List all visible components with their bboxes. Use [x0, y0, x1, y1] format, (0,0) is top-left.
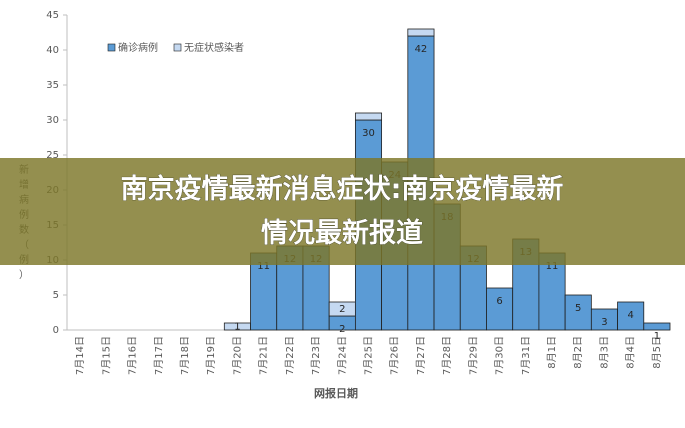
data-label: 11: [257, 261, 270, 272]
bar: [643, 322, 671, 331]
bar: [564, 294, 592, 331]
data-label: 1: [654, 331, 660, 342]
data-label: 1: [234, 322, 240, 333]
data-label: 3: [601, 317, 607, 328]
x-tick-label: 7月21日: [258, 336, 270, 375]
x-tick-label: 7月15日: [100, 336, 112, 375]
x-tick-label: 7月24日: [336, 336, 348, 375]
banner-title: 南京疫情最新消息症状:南京疫情最新情况最新报道: [121, 173, 564, 249]
bar: [407, 28, 435, 37]
data-label: 2: [339, 324, 345, 335]
x-tick-label: 7月30日: [494, 336, 506, 375]
legend-swatch: [107, 43, 116, 52]
data-label: 2: [339, 304, 345, 315]
x-axis-title: 网报日期: [314, 386, 358, 400]
x-tick-label: 7月17日: [153, 336, 165, 375]
data-label: 5: [575, 303, 581, 314]
data-label: 11: [546, 261, 559, 272]
x-tick-label: 8月4日: [625, 336, 637, 369]
data-label: 4: [627, 310, 633, 321]
x-tick-label: 7月31日: [520, 336, 532, 375]
x-tick-label: 7月23日: [310, 336, 322, 375]
bar: [486, 287, 514, 331]
data-label: 42: [415, 44, 428, 55]
bar: [354, 112, 383, 121]
y-tick-label: 30: [46, 115, 59, 126]
y-tick-label: 45: [46, 10, 59, 21]
x-tick-label: 7月29日: [467, 336, 479, 375]
y-tick-label: 0: [53, 325, 59, 336]
legend-label: 无症状感染者: [184, 41, 244, 54]
x-tick-label: 7月22日: [284, 336, 296, 375]
legend-swatch: [173, 43, 182, 52]
x-tick-label: 8月2日: [572, 336, 584, 369]
bar: [617, 301, 645, 331]
bar: [538, 252, 566, 331]
x-tick-label: 8月5日: [651, 336, 663, 369]
x-tick-label: 7月25日: [363, 336, 375, 375]
y-tick-label: 35: [46, 80, 59, 91]
legend-label: 确诊病例: [118, 41, 158, 54]
x-tick-label: 7月26日: [389, 336, 401, 375]
banner-bg: [0, 158, 685, 265]
x-tick-label: 8月3日: [598, 336, 610, 369]
bar: [250, 252, 278, 331]
x-tick-label: 8月1日: [546, 336, 558, 369]
data-label: 6: [496, 296, 502, 307]
x-tick-label: 7月27日: [415, 336, 427, 375]
x-tick-label: 7月28日: [441, 336, 453, 375]
banner: 南京疫情最新消息症状:南京疫情最新情况最新报道: [0, 158, 685, 265]
y-tick-label: 25: [46, 150, 59, 161]
y-tick-label: 40: [46, 45, 59, 56]
x-tick-label: 7月14日: [74, 336, 86, 375]
data-label: 30: [362, 128, 375, 139]
x-tick-label: 7月19日: [205, 336, 217, 375]
y-tick-label: 5: [53, 290, 59, 301]
x-tick-label: 7月18日: [179, 336, 191, 375]
x-tick-label: 7月16日: [127, 336, 139, 375]
x-tick-label: 7月20日: [231, 336, 243, 375]
